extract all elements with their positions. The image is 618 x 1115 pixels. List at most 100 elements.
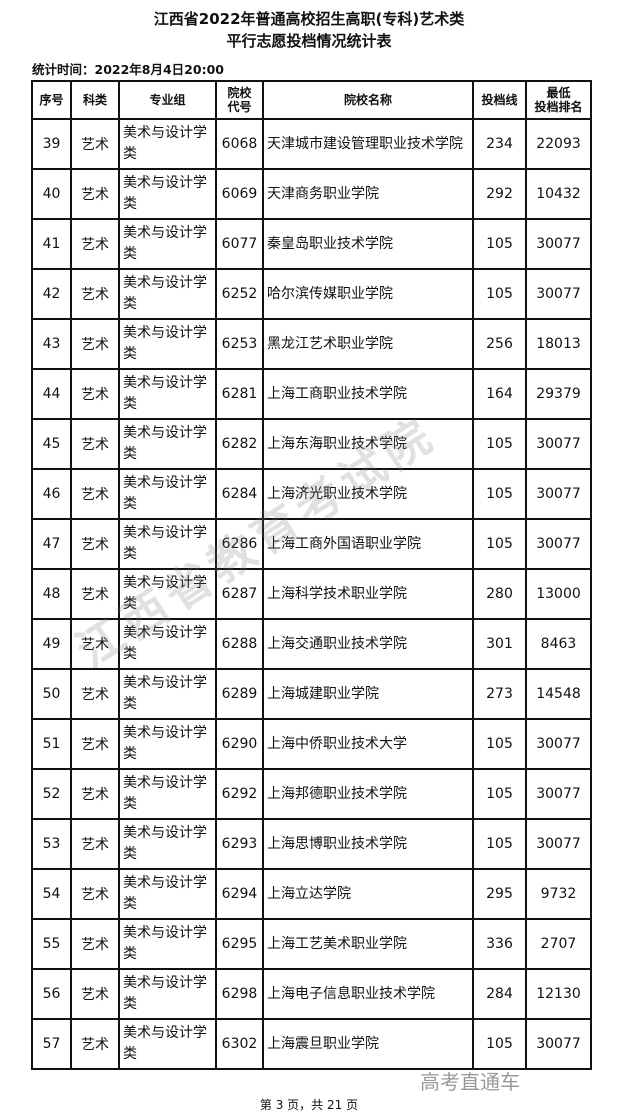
school-code-cell: 6288	[215, 618, 264, 670]
major-group-cell: 美术与设计学类	[118, 418, 217, 470]
min-rank-cell: 30077	[525, 518, 592, 570]
category-cell: 艺术	[70, 868, 120, 920]
major-group-cell: 美术与设计学类	[118, 518, 217, 570]
min-rank-cell: 14548	[525, 668, 592, 720]
school-name-cell: 上海工商外国语职业学院	[262, 518, 474, 570]
score-line-cell: 105	[472, 818, 527, 870]
table-row: 54 艺术 美术与设计学类 6294 上海立达学院 295 9732	[31, 868, 592, 920]
score-line-cell: 284	[472, 968, 527, 1020]
header-school-name: 院校名称	[262, 80, 474, 120]
school-code-cell: 6286	[215, 518, 264, 570]
score-line-cell: 301	[472, 618, 527, 670]
min-rank-cell: 8463	[525, 618, 592, 670]
page-footer: 第 3 页，共 21 页	[259, 1098, 359, 1112]
school-code-cell: 6298	[215, 968, 264, 1020]
score-line-cell: 280	[472, 568, 527, 620]
min-rank-cell: 2707	[525, 918, 592, 970]
school-code-cell: 6292	[215, 768, 264, 820]
table-row: 41 艺术 美术与设计学类 6077 秦皇岛职业技术学院 105 30077	[31, 218, 592, 270]
table-row: 42 艺术 美术与设计学类 6252 哈尔滨传媒职业学院 105 30077	[31, 268, 592, 320]
major-group-cell: 美术与设计学类	[118, 668, 217, 720]
min-rank-cell: 13000	[525, 568, 592, 620]
min-rank-cell: 9732	[525, 868, 592, 920]
category-cell: 艺术	[70, 718, 120, 770]
school-code-cell: 6252	[215, 268, 264, 320]
score-line-cell: 256	[472, 318, 527, 370]
major-group-cell: 美术与设计学类	[118, 868, 217, 920]
seq-cell: 51	[31, 718, 72, 770]
min-rank-cell: 30077	[525, 218, 592, 270]
table-row: 50 艺术 美术与设计学类 6289 上海城建职业学院 273 14548	[31, 668, 592, 720]
major-group-cell: 美术与设计学类	[118, 718, 217, 770]
table-row: 44 艺术 美术与设计学类 6281 上海工商职业技术学院 164 29379	[31, 368, 592, 420]
score-line-cell: 295	[472, 868, 527, 920]
table-row: 47 艺术 美术与设计学类 6286 上海工商外国语职业学院 105 30077	[31, 518, 592, 570]
category-cell: 艺术	[70, 818, 120, 870]
major-group-cell: 美术与设计学类	[118, 568, 217, 620]
category-cell: 艺术	[70, 218, 120, 270]
school-name-cell: 秦皇岛职业技术学院	[262, 218, 474, 270]
table-row: 43 艺术 美术与设计学类 6253 黑龙江艺术职业学院 256 18013	[31, 318, 592, 370]
min-rank-cell: 30077	[525, 818, 592, 870]
seq-cell: 54	[31, 868, 72, 920]
table-header-row: 序号 科类 专业组 院校 代号 院校名称 投档线 最低 投档排名	[31, 80, 592, 120]
min-rank-cell: 18013	[525, 318, 592, 370]
stat-time: 统计时间：2022年8月4日20:00	[32, 62, 224, 77]
seq-cell: 53	[31, 818, 72, 870]
school-name-cell: 黑龙江艺术职业学院	[262, 318, 474, 370]
table-row: 53 艺术 美术与设计学类 6293 上海思博职业技术学院 105 30077	[31, 818, 592, 870]
school-name-cell: 上海邦德职业技术学院	[262, 768, 474, 820]
corner-watermark: 高考直通车	[420, 1070, 520, 1094]
school-code-cell: 6290	[215, 718, 264, 770]
school-name-cell: 上海东海职业技术学院	[262, 418, 474, 470]
score-line-cell: 105	[472, 768, 527, 820]
school-code-cell: 6069	[215, 168, 264, 220]
seq-cell: 49	[31, 618, 72, 670]
seq-cell: 57	[31, 1018, 72, 1070]
major-group-cell: 美术与设计学类	[118, 468, 217, 520]
header-major-group: 专业组	[118, 80, 217, 120]
category-cell: 艺术	[70, 618, 120, 670]
seq-cell: 55	[31, 918, 72, 970]
table-row: 55 艺术 美术与设计学类 6295 上海工艺美术职业学院 336 2707	[31, 918, 592, 970]
category-cell: 艺术	[70, 518, 120, 570]
table-row: 46 艺术 美术与设计学类 6284 上海济光职业技术学院 105 30077	[31, 468, 592, 520]
school-code-cell: 6284	[215, 468, 264, 520]
category-cell: 艺术	[70, 468, 120, 520]
school-code-cell: 6282	[215, 418, 264, 470]
school-code-cell: 6068	[215, 118, 264, 170]
major-group-cell: 美术与设计学类	[118, 118, 217, 170]
major-group-cell: 美术与设计学类	[118, 268, 217, 320]
major-group-cell: 美术与设计学类	[118, 168, 217, 220]
score-line-cell: 273	[472, 668, 527, 720]
school-name-cell: 天津商务职业学院	[262, 168, 474, 220]
category-cell: 艺术	[70, 268, 120, 320]
school-name-cell: 天津城市建设管理职业技术学院	[262, 118, 474, 170]
seq-cell: 50	[31, 668, 72, 720]
major-group-cell: 美术与设计学类	[118, 318, 217, 370]
table-row: 56 艺术 美术与设计学类 6298 上海电子信息职业技术学院 284 12130	[31, 968, 592, 1020]
seq-cell: 45	[31, 418, 72, 470]
table-row: 57 艺术 美术与设计学类 6302 上海震旦职业学院 105 30077	[31, 1018, 592, 1070]
school-name-cell: 上海电子信息职业技术学院	[262, 968, 474, 1020]
seq-cell: 56	[31, 968, 72, 1020]
school-code-cell: 6295	[215, 918, 264, 970]
min-rank-cell: 10432	[525, 168, 592, 220]
category-cell: 艺术	[70, 118, 120, 170]
school-name-cell: 上海震旦职业学院	[262, 1018, 474, 1070]
min-rank-cell: 22093	[525, 118, 592, 170]
header-seq: 序号	[31, 80, 72, 120]
category-cell: 艺术	[70, 368, 120, 420]
table-row: 40 艺术 美术与设计学类 6069 天津商务职业学院 292 10432	[31, 168, 592, 220]
category-cell: 艺术	[70, 968, 120, 1020]
major-group-cell: 美术与设计学类	[118, 818, 217, 870]
header-score-line: 投档线	[472, 80, 527, 120]
seq-cell: 39	[31, 118, 72, 170]
category-cell: 艺术	[70, 918, 120, 970]
table-row: 52 艺术 美术与设计学类 6292 上海邦德职业技术学院 105 30077	[31, 768, 592, 820]
title-line-1: 江西省2022年普通高校招生高职(专科)艺术类	[153, 10, 465, 28]
school-name-cell: 上海城建职业学院	[262, 668, 474, 720]
category-cell: 艺术	[70, 1018, 120, 1070]
school-name-cell: 上海科学技术职业学院	[262, 568, 474, 620]
header-min-rank: 最低 投档排名	[525, 80, 592, 120]
